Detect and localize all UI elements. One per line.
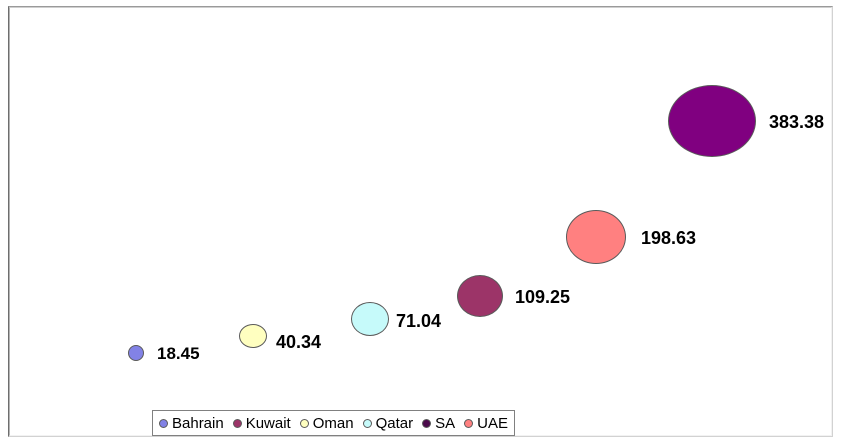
bubble-sa[interactable] bbox=[668, 85, 756, 157]
legend-item-label: Bahrain bbox=[172, 414, 224, 432]
legend-marker-icon bbox=[422, 418, 432, 428]
bubble-uae[interactable] bbox=[566, 210, 626, 264]
chart-legend: Bahrain Kuwait Oman Qatar SA UAE bbox=[152, 410, 515, 436]
value-label-oman: 40.34 bbox=[276, 332, 322, 352]
legend-item-qatar[interactable]: Qatar bbox=[362, 414, 414, 432]
value-label-sa: 383.38 bbox=[769, 112, 825, 132]
bubble-kuwait[interactable] bbox=[457, 275, 503, 317]
legend-marker-icon bbox=[464, 418, 474, 428]
legend-item-kuwait[interactable]: Kuwait bbox=[232, 414, 291, 432]
bubble-bahrain[interactable] bbox=[128, 345, 144, 361]
value-label-kuwait: 109.25 bbox=[515, 287, 571, 307]
legend-item-label: Kuwait bbox=[245, 414, 291, 432]
value-label-bahrain: 18.45 bbox=[157, 344, 200, 363]
bubble-oman[interactable] bbox=[239, 324, 267, 348]
legend-item-label: Oman bbox=[312, 414, 354, 432]
legend-item-oman[interactable]: Oman bbox=[299, 414, 354, 432]
legend-item-uae[interactable]: UAE bbox=[464, 416, 508, 431]
value-label-uae: 198.63 bbox=[641, 228, 697, 248]
legend-item-sa[interactable]: SA bbox=[422, 416, 455, 431]
legend-marker-icon bbox=[159, 418, 168, 428]
legend-marker-icon bbox=[362, 418, 372, 428]
bubble-qatar[interactable] bbox=[351, 302, 389, 336]
value-label-qatar: 71.04 bbox=[396, 311, 442, 331]
legend-item-label: Qatar bbox=[375, 414, 414, 432]
legend-marker-icon bbox=[232, 418, 242, 428]
legend-item-bahrain[interactable]: Bahrain bbox=[159, 416, 224, 431]
legend-item-label: SA bbox=[435, 414, 456, 432]
legend-marker-icon bbox=[299, 418, 309, 428]
legend-item-label: UAE bbox=[477, 414, 508, 432]
